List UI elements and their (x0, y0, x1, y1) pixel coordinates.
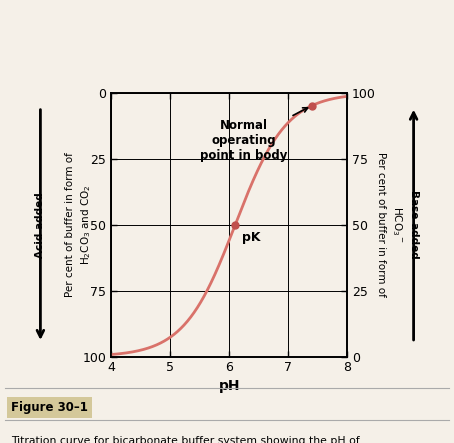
Text: Acid added: Acid added (35, 192, 45, 258)
Text: Per cent of buffer in form of: Per cent of buffer in form of (376, 152, 386, 297)
Text: Titration curve for bicarbonate buffer system showing the pH of
extracellular fl: Titration curve for bicarbonate buffer s… (11, 436, 360, 443)
Text: Base added: Base added (409, 190, 419, 259)
Text: Normal
operating
point in body: Normal operating point in body (200, 108, 308, 163)
Text: pK: pK (242, 231, 261, 244)
X-axis label: pH: pH (218, 379, 240, 392)
Text: H$_2$CO$_3$ and CO$_2$: H$_2$CO$_3$ and CO$_2$ (79, 184, 93, 265)
Text: Per cent of buffer in form of: Per cent of buffer in form of (65, 152, 75, 297)
Text: HCO$_3$$^-$: HCO$_3$$^-$ (390, 206, 404, 243)
Text: Figure 30–1: Figure 30–1 (11, 401, 88, 414)
